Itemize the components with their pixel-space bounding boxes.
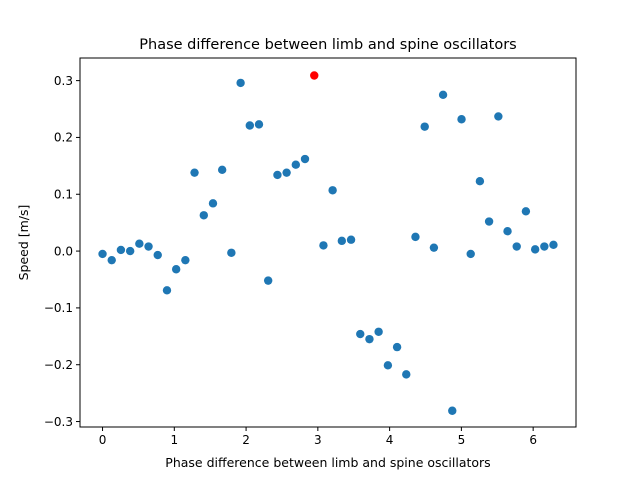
- data-point: [291, 160, 301, 169]
- y-tick-label: −0.1: [44, 301, 73, 315]
- data-point: [153, 250, 162, 260]
- data-point: [263, 276, 273, 285]
- data-point: [503, 226, 512, 236]
- data-point: [429, 243, 439, 252]
- x-axis-label: Phase difference between limb and spine …: [165, 455, 490, 470]
- y-tick-label: 0.0: [54, 244, 73, 258]
- data-point: [208, 199, 218, 208]
- chart-title: Phase difference between limb and spine …: [139, 37, 516, 53]
- data-point: [328, 186, 337, 195]
- data-point: [549, 240, 558, 250]
- x-axis-ticks: 0 1 2 3 4 5 6: [99, 427, 537, 447]
- data-point: [540, 242, 549, 251]
- data-point: [346, 235, 356, 244]
- data-point: [383, 361, 393, 370]
- data-point: [190, 168, 199, 177]
- x-tick-label: 2: [242, 433, 250, 447]
- data-point: [135, 239, 144, 248]
- plot-area: [80, 58, 576, 427]
- points-layer: [98, 71, 558, 415]
- data-point: [484, 217, 494, 226]
- data-point: [254, 120, 264, 129]
- data-point: [337, 236, 347, 246]
- data-point: [356, 329, 365, 339]
- data-point: [494, 112, 503, 121]
- x-tick-label: 1: [170, 433, 178, 447]
- data-point: [144, 242, 153, 251]
- y-axis-ticks: −0.3 −0.2 −0.1 0.0 0.1 0.2 0.3: [44, 74, 80, 429]
- data-point: [402, 370, 411, 379]
- x-tick-label: 3: [314, 433, 322, 447]
- x-tick-label: 6: [529, 433, 537, 447]
- data-point: [475, 176, 485, 186]
- data-point: [245, 121, 255, 130]
- x-tick-label: 0: [99, 433, 107, 447]
- data-point: [466, 249, 475, 259]
- x-tick-label: 4: [386, 433, 394, 447]
- data-point: [365, 334, 374, 344]
- y-tick-label: 0.3: [54, 74, 73, 88]
- data-point: [512, 242, 521, 251]
- data-point: [273, 170, 282, 180]
- data-point: [181, 255, 190, 265]
- data-point: [300, 154, 310, 164]
- data-point: [199, 211, 208, 220]
- data-point: [438, 90, 448, 100]
- data-point: [217, 165, 227, 175]
- data-point: [282, 168, 291, 177]
- data-point: [116, 245, 126, 255]
- data-point: [448, 406, 457, 415]
- x-tick-label: 5: [458, 433, 466, 447]
- data-point: [236, 78, 245, 88]
- data-point: [457, 115, 466, 124]
- y-tick-label: −0.3: [44, 415, 73, 429]
- data-point: [125, 246, 135, 256]
- y-axis-label: Speed [m/s]: [16, 205, 31, 281]
- y-tick-label: 0.1: [54, 188, 73, 202]
- data-point: [521, 207, 531, 216]
- highlighted-data-point: [310, 71, 319, 80]
- y-tick-label: −0.2: [44, 358, 73, 372]
- y-tick-label: 0.2: [54, 131, 73, 145]
- data-point: [411, 232, 420, 242]
- data-point: [171, 265, 181, 274]
- data-point: [319, 241, 328, 250]
- data-point: [98, 249, 107, 259]
- data-point: [392, 342, 402, 352]
- data-point: [530, 245, 540, 254]
- data-point: [227, 248, 236, 257]
- data-point: [162, 286, 172, 295]
- data-point: [107, 255, 116, 265]
- plot-frame: [79, 57, 577, 428]
- data-point: [420, 122, 429, 131]
- data-point: [374, 327, 383, 336]
